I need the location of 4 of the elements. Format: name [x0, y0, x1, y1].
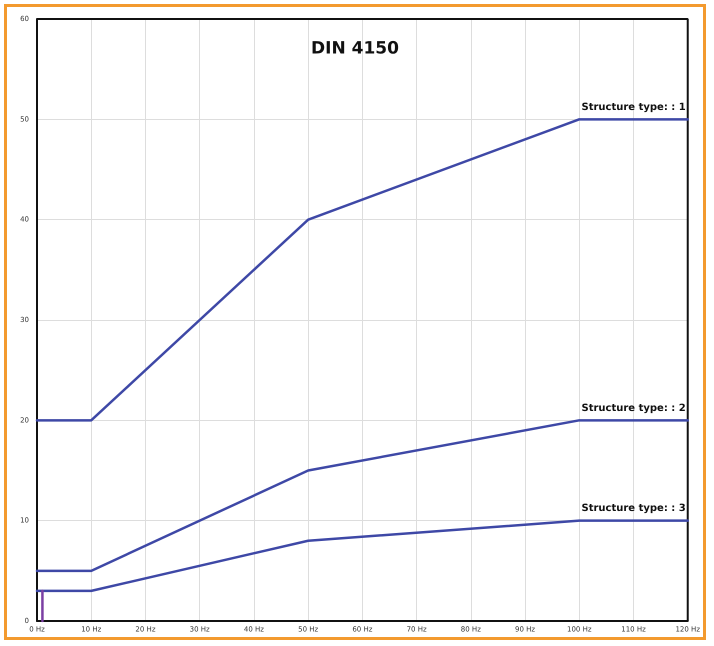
- series-label: Structure type: : 3: [582, 503, 686, 514]
- text: DIN 4150: [311, 38, 400, 58]
- series-label: Structure type: : 2: [582, 402, 686, 414]
- series-label: Structure type: : 1: [582, 102, 686, 113]
